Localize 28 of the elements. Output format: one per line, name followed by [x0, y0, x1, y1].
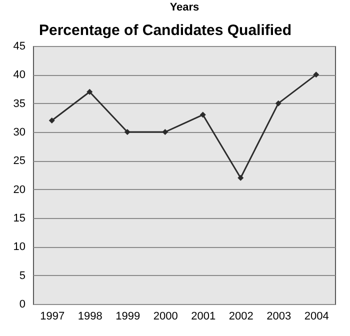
x-tick-label: 2000 [153, 310, 178, 322]
y-tick-label: 10 [13, 241, 26, 254]
point [313, 72, 320, 78]
x-tick-label: 1998 [78, 310, 102, 322]
y-tick-label: 15 [13, 212, 26, 224]
y-tick-label: 0 [19, 298, 26, 310]
x-axis-title: Years [170, 2, 200, 14]
point [124, 129, 130, 135]
point [238, 174, 244, 181]
y-tick-label: 35 [13, 98, 26, 110]
y-tick-label: 30 [13, 126, 26, 138]
point [200, 112, 206, 118]
y-tick-label: 25 [13, 155, 26, 168]
point [86, 88, 93, 95]
x-tick-label: 2003 [266, 310, 292, 322]
point [48, 118, 55, 124]
y-tick-label: 40 [13, 69, 26, 82]
y-tick-label: 5 [19, 270, 26, 282]
point [162, 129, 168, 135]
y-tick-label: 20 [13, 184, 26, 196]
point [275, 100, 282, 106]
y-tick-label: 45 [13, 40, 26, 52]
x-tick-label: 2004 [304, 310, 329, 322]
x-tick-label: 2001 [191, 310, 216, 322]
x-tick-label: 1997 [40, 310, 65, 322]
chart-title: Percentage of Candidates Qualified [39, 22, 292, 39]
x-tick-label: 1999 [116, 310, 140, 322]
x-tick-label: 2002 [228, 310, 254, 322]
